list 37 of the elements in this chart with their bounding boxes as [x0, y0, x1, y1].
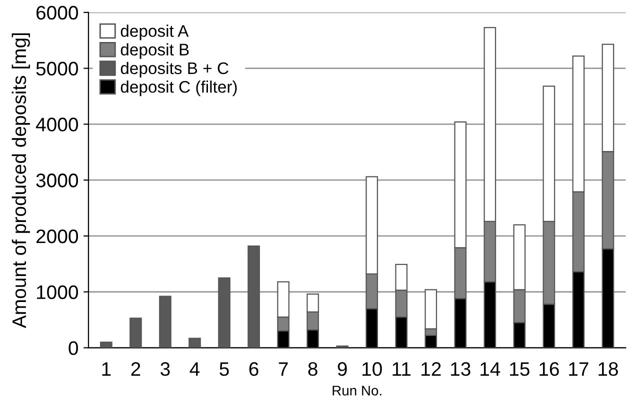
y-tick-label: 5000 — [36, 62, 78, 76]
y-tick-label: 6000 — [36, 6, 78, 20]
x-tick-label: 14 — [480, 362, 500, 376]
bar — [248, 245, 260, 348]
x-tick-label: 15 — [510, 362, 530, 376]
x-tick-label: 7 — [278, 362, 288, 376]
x-tick-label: 1 — [102, 362, 111, 376]
y-axis-title: Amount of produced deposits [mg] — [12, 33, 30, 328]
x-tick-label: 16 — [540, 362, 559, 376]
x-tick-label: 8 — [308, 362, 318, 376]
y-tick-label: 2000 — [36, 229, 78, 244]
legend-label: deposits B + C — [120, 62, 228, 78]
x-tick-label: 13 — [451, 362, 470, 376]
x-axis-title: Run No. — [332, 386, 382, 396]
bar — [188, 338, 201, 348]
bar — [100, 342, 112, 348]
x-tick-label: 11 — [392, 362, 411, 376]
x-tick-label: 17 — [569, 362, 588, 376]
x-tick-label: 9 — [338, 362, 347, 376]
x-tick-label: 6 — [249, 362, 258, 376]
y-tick-label: 0 — [68, 341, 78, 355]
legend-label: deposit B — [120, 43, 189, 59]
legend-label: deposit C (filter) — [120, 80, 237, 96]
bar — [218, 277, 230, 348]
y-tick-label: 3000 — [36, 174, 78, 188]
y-tick-label: 4000 — [36, 118, 78, 132]
x-tick-label: 12 — [422, 362, 441, 376]
x-tick-label: 3 — [160, 362, 170, 376]
bar — [159, 296, 172, 348]
y-tick-label: 1000 — [36, 285, 78, 300]
legend-label: deposit A — [120, 24, 189, 40]
x-tick-label: 5 — [220, 362, 229, 376]
x-tick-label: 4 — [190, 362, 200, 376]
x-tick-label: 2 — [131, 362, 140, 376]
x-tick-label: 10 — [362, 362, 382, 376]
bar — [130, 318, 142, 348]
x-tick-label: 18 — [598, 362, 618, 376]
